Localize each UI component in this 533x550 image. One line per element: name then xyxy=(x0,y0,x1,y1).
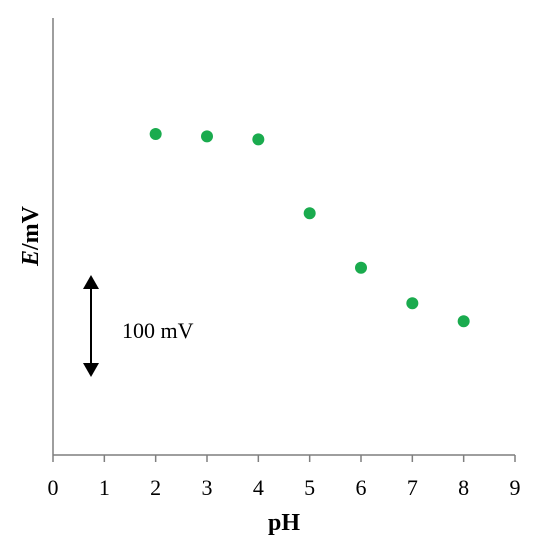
y-axis-title: E/mV xyxy=(18,205,44,267)
scale-bar: 100 mV xyxy=(83,275,194,377)
scale-bar-arrowhead-bottom xyxy=(83,363,99,377)
x-axis-title: pH xyxy=(268,510,300,536)
x-tick-label: 1 xyxy=(99,475,110,500)
x-ticks: 0 1 2 3 4 5 6 7 8 9 xyxy=(48,455,521,500)
x-tick-label: 5 xyxy=(304,475,315,500)
data-point xyxy=(457,315,470,328)
x-tick-label: 7 xyxy=(407,475,418,500)
x-tick-label: 9 xyxy=(510,475,521,500)
data-point xyxy=(303,207,316,220)
data-point xyxy=(406,297,419,310)
x-tick-label: 2 xyxy=(150,475,161,500)
x-tick-label: 3 xyxy=(202,475,213,500)
scale-bar-arrowhead-top xyxy=(83,275,99,289)
data-points xyxy=(149,128,470,328)
y-axis-title-symbol: E xyxy=(18,250,44,267)
data-point xyxy=(149,128,162,140)
y-axis-title-unit: /mV xyxy=(18,205,44,251)
scale-bar-label: 100 mV xyxy=(122,318,194,343)
x-tick-label: 0 xyxy=(48,475,59,500)
data-point xyxy=(252,133,265,146)
data-point xyxy=(201,130,213,143)
x-tick-label: 8 xyxy=(458,475,469,500)
x-tick-label: 4 xyxy=(253,475,264,500)
data-point xyxy=(355,261,367,274)
x-tick-label: 6 xyxy=(356,475,367,500)
axes: 0 1 2 3 4 5 6 7 8 9 xyxy=(48,18,521,500)
